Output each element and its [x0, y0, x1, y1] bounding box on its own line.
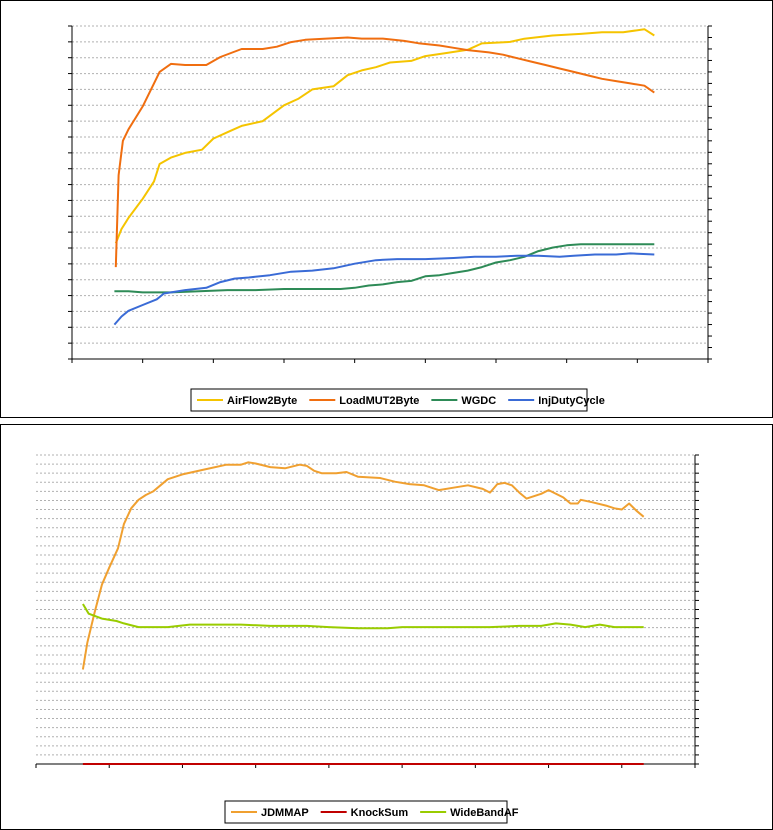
- legend-label-wgdc: WGDC: [461, 395, 496, 407]
- series-line-loadmut2byte: [114, 36, 655, 268]
- chart-panel-maf: AirFlow2Byte LoadMUT2Byte WGDC InjDutyCycle: [0, 0, 773, 418]
- series-line-airflow2byte: [114, 28, 655, 244]
- legend-label-loadmut2byte: LoadMUT2Byte: [339, 395, 419, 407]
- legend-label-widebandaf: WideBandAF: [450, 807, 519, 819]
- chart-panel-boost: JDMMAP KnockSum WideBandAF: [0, 424, 773, 830]
- legend-label-jdmmap: JDMMAP: [261, 807, 309, 819]
- series-line-widebandaf: [82, 603, 644, 630]
- legend-label-airflow2byte: AirFlow2Byte: [227, 395, 297, 407]
- legend-label-injdutycycle: InjDutyCycle: [538, 395, 605, 407]
- chart-maf-load: AirFlow2Byte LoadMUT2Byte WGDC InjDutyCycle: [68, 25, 712, 412]
- chart-boost-afr: JDMMAP KnockSum WideBandAF: [35, 454, 699, 824]
- legend-box: [224, 800, 508, 824]
- series-line-jdmmap: [81, 461, 645, 670]
- series-line-wgdc: [114, 243, 655, 294]
- series-line-injdutycycle: [113, 252, 655, 326]
- legend-label-knocksum: KnockSum: [351, 807, 409, 819]
- legend-box: [190, 388, 588, 412]
